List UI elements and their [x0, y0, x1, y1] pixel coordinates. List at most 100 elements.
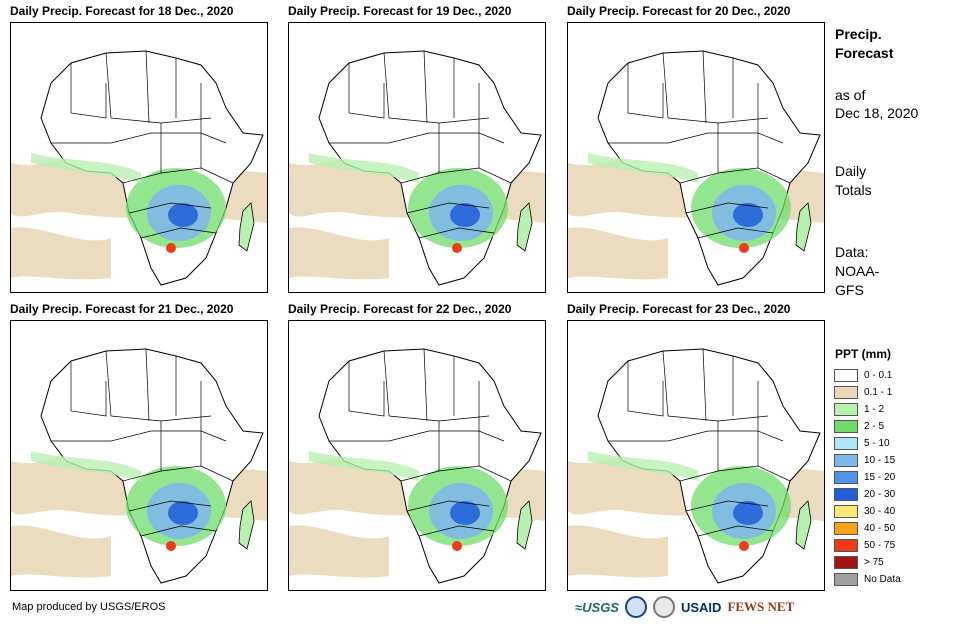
- usaid-seal-icon: [652, 596, 675, 618]
- precip-map: [288, 22, 546, 293]
- data-source-label: Data:: [835, 244, 869, 260]
- country-border: [122, 465, 234, 482]
- legend-item: 20 - 30: [834, 486, 901, 503]
- country-border: [406, 500, 490, 512]
- legend-label: No Data: [864, 574, 901, 585]
- country-border: [348, 361, 385, 417]
- legend-swatch: [834, 386, 858, 399]
- extreme-rain-cell: [166, 541, 176, 551]
- panel-title: Daily Precip. Forecast for 21 Dec., 2020: [10, 302, 234, 316]
- legend-swatch: [834, 369, 858, 382]
- madagascar-outline: [516, 500, 533, 550]
- madagascar-outline: [516, 202, 533, 252]
- country-border: [105, 350, 112, 417]
- precip-map: [10, 320, 268, 591]
- country-border: [51, 430, 227, 442]
- light-rain-band: [568, 525, 668, 578]
- forecast-panel-18-dec: Daily Precip. Forecast for 18 Dec., 2020: [10, 4, 268, 293]
- legend-swatch: [834, 420, 858, 433]
- country-border: [418, 227, 495, 239]
- legend-swatch: [834, 437, 858, 450]
- legend-item: 5 - 10: [834, 435, 901, 452]
- data-source-line-3: GFS: [835, 282, 864, 298]
- legend-label: 0.1 - 1: [864, 387, 893, 398]
- legend-label: 1 - 2: [864, 404, 885, 415]
- panel-title: Daily Precip. Forecast for 22 Dec., 2020: [288, 302, 512, 316]
- africa-map-svg: [568, 50, 824, 286]
- heading-line-2: Forecast: [835, 45, 894, 61]
- country-border: [685, 500, 769, 512]
- legend-item: 10 - 15: [834, 452, 901, 469]
- legend-label: 40 - 50: [864, 523, 896, 534]
- country-border: [423, 348, 428, 422]
- light-rain-strip: [309, 451, 419, 481]
- africa-map-svg: [568, 348, 824, 584]
- fews-net-logo: FEWS NET: [727, 599, 795, 614]
- country-border: [702, 50, 707, 124]
- madagascar-outline: [238, 202, 255, 252]
- forecast-panel-21-dec: Daily Precip. Forecast for 21 Dec., 2020: [10, 302, 268, 591]
- light-rain-strip: [588, 153, 698, 183]
- usgs-logo-text: USGS: [582, 599, 619, 615]
- africa-map-svg: [289, 348, 545, 584]
- country-border: [70, 63, 107, 119]
- light-rain-strip: [31, 153, 141, 183]
- as-of-date: Dec 18, 2020: [835, 105, 919, 121]
- country-border: [400, 465, 512, 482]
- madagascar-outline: [795, 500, 812, 550]
- legend-label: 0 - 0.1: [864, 370, 893, 381]
- country-border: [702, 348, 707, 422]
- extreme-rain-cell: [452, 541, 462, 551]
- extreme-rain-cell: [452, 243, 462, 253]
- map-credit: Map produced by USGS/EROS: [12, 601, 166, 613]
- legend-swatch: [834, 471, 858, 484]
- country-border: [406, 202, 490, 214]
- country-border: [608, 430, 784, 442]
- logo-strip: ≈ USGS USAID FEWS NET: [575, 594, 794, 620]
- country-border: [145, 348, 150, 422]
- legend-label: 5 - 10: [864, 438, 890, 449]
- country-border: [608, 132, 784, 144]
- forecast-panel-20-dec: Daily Precip. Forecast for 20 Dec., 2020: [567, 4, 825, 293]
- legend-label: 50 - 75: [864, 540, 896, 551]
- country-border: [51, 132, 227, 144]
- as-of-label: as of: [835, 87, 866, 103]
- country-border: [418, 525, 495, 537]
- legend-item: 1 - 2: [834, 401, 901, 418]
- country-border: [697, 525, 774, 537]
- very-heavy-rain-area: [733, 501, 763, 525]
- totals-line-2: Totals: [835, 182, 872, 198]
- precip-map: [288, 320, 546, 591]
- extreme-rain-cell: [739, 541, 749, 551]
- panel-title: Daily Precip. Forecast for 23 Dec., 2020: [567, 302, 791, 316]
- legend-label: 30 - 40: [864, 506, 896, 517]
- legend-title: PPT (mm): [835, 347, 892, 361]
- legend-label: > 75: [864, 557, 884, 568]
- light-rain-strip: [309, 153, 419, 183]
- legend-item: 0 - 0.1: [834, 367, 901, 384]
- extreme-rain-cell: [166, 243, 176, 253]
- country-border: [348, 63, 385, 119]
- africa-map-svg: [11, 348, 267, 584]
- country-border: [679, 167, 791, 184]
- very-heavy-rain-area: [450, 501, 480, 525]
- data-source-line-2: NOAA-: [835, 263, 880, 279]
- precip-legend: 0 - 0.1 0.1 - 1 1 - 2 2 - 5 5 - 10 10 - …: [834, 367, 901, 588]
- light-rain-band: [289, 227, 389, 280]
- country-border: [400, 167, 512, 184]
- country-border: [329, 430, 505, 442]
- country-border: [140, 227, 217, 239]
- legend-item: No Data: [834, 571, 901, 588]
- usaid-logo: USAID: [680, 599, 722, 615]
- legend-swatch: [834, 488, 858, 501]
- light-rain-band: [289, 525, 389, 578]
- legend-swatch: [834, 522, 858, 535]
- legend-swatch: [834, 403, 858, 416]
- legend-item: 15 - 20: [834, 469, 901, 486]
- country-border: [105, 52, 112, 119]
- legend-label: 2 - 5: [864, 421, 885, 432]
- country-border: [662, 52, 669, 119]
- country-border: [122, 167, 234, 184]
- light-rain-strip: [588, 451, 698, 481]
- legend-item: > 75: [834, 554, 901, 571]
